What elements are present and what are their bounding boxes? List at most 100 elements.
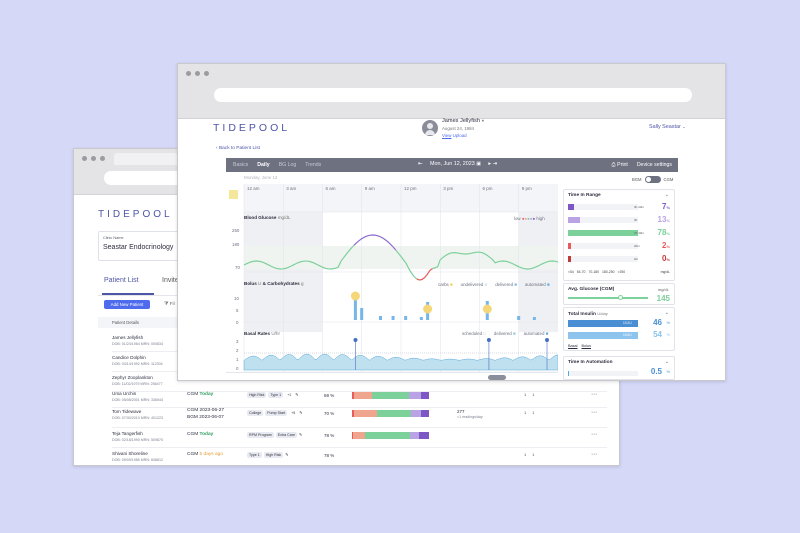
patient-dob: DOB: 01/24/1984 MRN: 000834 [112,342,163,346]
bolus-bar [360,308,364,320]
clinic-name: Seastar Endocrinology [103,244,174,251]
chevron-down-icon[interactable]: ⌄ [664,359,669,365]
tir-percent: 70 % [324,411,335,416]
patient-tags[interactable]: College Pump Start +5 ✎ [247,410,303,416]
basal-title: Basal Rates U/hr [244,331,281,336]
tir-row: 3h 40m 7% [568,202,670,212]
tir-bar [352,432,429,439]
filter-button[interactable]: ⧩ Fil [164,302,175,307]
tab-trends[interactable]: Trends [305,162,322,168]
bg-line-in-range [432,251,558,270]
add-patient-button[interactable]: Add New Patient [104,300,150,309]
tag: High Risk [263,452,284,458]
basal-tick: 2 [236,348,239,353]
back-to-patient-list[interactable]: ‹ Back to Patient List [216,146,260,151]
table-row[interactable]: Uma Urchin DOB: 05/08/2001 MRN: 336544 C… [112,388,607,408]
edit-icon[interactable]: ✎ [298,432,303,437]
time-label: 9 pm [522,186,532,191]
more-icon[interactable]: ⋯ [591,432,597,438]
tir-fill [568,217,580,223]
bg-legend: low ●●●●● high [514,216,545,221]
patient-tags[interactable]: High Risk Type 1 +1 ✎ [247,392,299,398]
bg-line-high [353,234,397,251]
patient-links: View Upload [442,133,467,138]
tir-duration: 20m [634,244,640,248]
tab-basal[interactable]: Basal [568,344,578,348]
user-menu[interactable]: Sally Seastar ⌄ [649,124,686,130]
bolus-pct: 46 [653,318,662,327]
chevron-down-icon[interactable]: ⌄ [664,310,669,316]
more-icon[interactable]: ⋯ [591,392,597,398]
tag: High Risk [247,392,267,398]
time-label: 3 am [286,186,296,191]
clinic-selector[interactable]: Clinic Name Seastar Endocrinology [98,231,180,261]
bgm-cgm-toggle[interactable]: BGM CGM [632,176,674,183]
bolus-bar [517,316,521,320]
tab-basics[interactable]: Basics [233,162,249,168]
tir-fill [568,243,571,249]
upload-link[interactable]: Upload [452,133,467,138]
basal-pct-sign: % [666,332,670,337]
tab-patient-list[interactable]: Patient List [104,277,139,284]
col-patient-details: Patient Details [112,320,139,325]
tir-percent: 78 % [324,433,335,438]
time-label: 12 am [247,186,260,191]
bg-tick: 180 [232,242,240,247]
patient-dob: DOB: 11/02/1979 MRN: 256477 [112,382,163,386]
browser-tab[interactable] [114,153,178,165]
tir-value: 0% [661,254,670,263]
bolus-track [568,320,638,327]
tab-bg-log[interactable]: BG Log [278,162,297,168]
bolus-units: 13.2U [623,321,632,325]
table-row[interactable]: Shivani Shoreline DOB: 09/09/1985 MRN: 6… [112,448,607,465]
tir-value: 78% [657,228,670,237]
device-settings-button[interactable]: Device settings [636,162,672,168]
tab-bolus[interactable]: Bolus [581,344,592,348]
tab-invite[interactable]: Invite [162,277,179,284]
tab-daily[interactable]: Daily [257,162,270,168]
tir-segment [352,432,353,439]
avg-gauge-marker [618,295,623,300]
date-selector[interactable]: ⇤ Mon, Jun 12, 2023 ▣ ▸ ⇥ [418,161,498,167]
tag-more: +5 [291,411,296,415]
window-controls[interactable] [186,71,209,76]
patient-tags[interactable]: RPM Program Extra Care ✎ [247,432,302,438]
bolus-bar [391,316,395,320]
table-row[interactable]: Teja Tangerfish DOB: 02/18/1990 MRN: 509… [112,428,607,448]
total-insulin-card: Total Insulin U/day ⌄ 13.2U 46 % 15.6U 5… [563,307,675,351]
more-icon[interactable]: ⋯ [591,410,597,416]
chart-scrollbar[interactable] [226,372,558,380]
tag: Type 1 [247,452,262,458]
note-icon [229,190,238,199]
tir-title: Time In Range [568,193,601,198]
edit-icon[interactable]: ✎ [295,392,299,397]
print-button[interactable]: ⎙ Print [611,162,628,168]
url-bar[interactable] [214,88,692,102]
more-icon[interactable]: ⋯ [591,452,597,458]
tir-duration: 0m [634,257,639,261]
table-row[interactable]: Zephyr Zooplankton DOB: 11/02/1979 MRN: … [112,372,607,392]
chevron-down-icon[interactable]: ⌄ [664,192,669,198]
bolus-bar [353,300,357,320]
view-link[interactable]: View [442,133,452,138]
bolus-tick: 10 [234,296,239,301]
table-row[interactable]: Tom Tidewave DOB: 07/30/2010 MRN: 401223… [112,406,607,428]
tir-segment [411,410,422,417]
tir-percent: 78 % [324,453,335,458]
tir-value: 13% [657,215,670,224]
patient-dob: DOB: 02/18/1990 MRN: 509870 [112,438,163,442]
window-controls[interactable] [82,156,105,161]
patient-name: James Jellyfish [112,335,144,340]
suspend-marker-dot [353,338,358,342]
insulin-tabs: Basal Bolus [568,344,591,348]
patient-tags[interactable]: Type 1 High Risk ✎ [247,452,289,458]
time-in-automation-card: Time In Automation ⌄ 0.5 % [563,356,675,380]
edit-icon[interactable]: ✎ [299,410,303,415]
print-icon: ⎙ [611,162,618,168]
suspend-marker-dot [545,338,550,342]
readings-count: 277 [457,409,465,414]
edit-icon[interactable]: ✎ [285,452,289,457]
scrollbar-thumb[interactable] [488,375,506,380]
